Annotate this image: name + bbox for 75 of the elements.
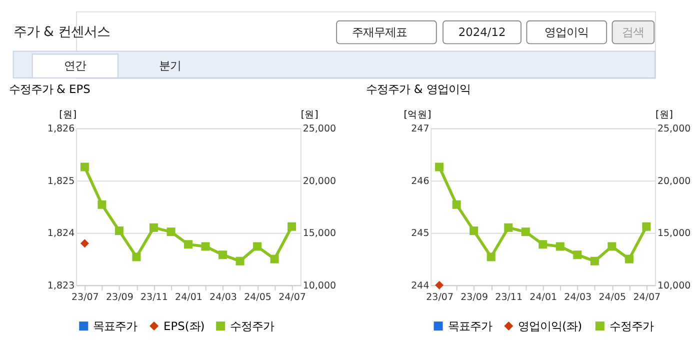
point — [288, 222, 296, 231]
y2-tick-label: 15,000 — [657, 228, 691, 240]
point — [452, 200, 461, 209]
point — [470, 226, 478, 236]
legend-label: EPS(좌) — [164, 318, 205, 333]
point — [218, 250, 228, 260]
x-tick-label: 24/03 — [210, 292, 237, 303]
x-tick-label: 24/07 — [278, 292, 306, 303]
y-tick-label: 1,826 — [47, 124, 75, 135]
x-tick-label: 23/09 — [460, 292, 488, 303]
point — [236, 256, 244, 266]
point — [80, 162, 89, 172]
text: 분기 — [159, 58, 182, 72]
x-tick-label: 23/11 — [495, 292, 523, 303]
point — [590, 256, 599, 266]
x-tick-label: 24/01 — [530, 292, 558, 303]
text: 주가 & 컨센서스 — [13, 25, 110, 40]
y2-tick-label: 20,000 — [302, 176, 336, 187]
point — [98, 200, 106, 209]
point — [270, 254, 279, 264]
point — [624, 254, 634, 264]
x-tick-label: 23/07 — [426, 292, 454, 303]
chart-title: 수정주가 & 영업이익 — [366, 82, 470, 96]
text: 연간 — [64, 58, 86, 72]
y2-axis-title: [원] — [656, 109, 673, 120]
x-tick-label: 24/03 — [564, 292, 592, 303]
text: 주재무제표 — [352, 25, 407, 40]
y2-tick-label: 25,000 — [657, 124, 691, 135]
y2-tick-label: 10,000 — [302, 280, 336, 292]
point — [435, 162, 444, 172]
x-tick-label: 23/09 — [106, 292, 134, 303]
y-tick-label: 244 — [411, 280, 430, 292]
y-axis-title: [억원] — [404, 109, 432, 120]
point — [149, 223, 158, 232]
y2-tick-label: 10,000 — [657, 280, 691, 292]
point — [114, 226, 124, 236]
point — [184, 240, 192, 249]
point — [573, 250, 582, 260]
point — [642, 222, 651, 231]
y-tick-label: 1,824 — [47, 228, 75, 240]
text: 영업이익 — [544, 25, 589, 40]
y-tick-label: 247 — [411, 124, 430, 135]
legend-label: 목표주가 — [93, 318, 138, 333]
legend-label: 목표주가 — [448, 318, 492, 333]
legend-label: 영업이익(좌) — [518, 318, 582, 333]
y2-axis-title: [원] — [300, 109, 318, 120]
point — [201, 242, 210, 251]
y2-tick-label: 20,000 — [657, 176, 691, 187]
point — [556, 242, 564, 251]
y-tick-label: 1,825 — [47, 176, 75, 187]
legend-label: 수정주가 — [609, 318, 654, 333]
x-tick-label: 24/01 — [175, 292, 202, 303]
x-tick-label: 24/07 — [633, 292, 661, 303]
y-axis-title: [원] — [59, 109, 77, 120]
y2-tick-label: 15,000 — [302, 228, 336, 240]
y-tick-label: 245 — [411, 228, 430, 240]
point — [504, 223, 513, 232]
legend-label: 수정주가 — [230, 318, 274, 333]
text: 검색 — [622, 25, 644, 40]
point — [521, 228, 530, 236]
y-tick-label: 1,823 — [47, 280, 75, 292]
x-tick-label: 23/07 — [71, 292, 99, 303]
point — [538, 240, 548, 249]
point — [253, 242, 262, 251]
point — [608, 242, 616, 251]
chart-title: 수정주가 & EPS — [8, 82, 90, 96]
x-tick-label: 23/11 — [140, 292, 168, 303]
x-tick-label: 24/05 — [244, 292, 272, 303]
point — [166, 228, 176, 236]
text: 2024/12 — [458, 25, 506, 40]
y2-tick-label: 25,000 — [302, 124, 336, 135]
y-tick-label: 246 — [411, 176, 430, 187]
x-tick-label: 24/05 — [598, 292, 626, 303]
point — [132, 252, 141, 262]
point — [486, 252, 496, 262]
